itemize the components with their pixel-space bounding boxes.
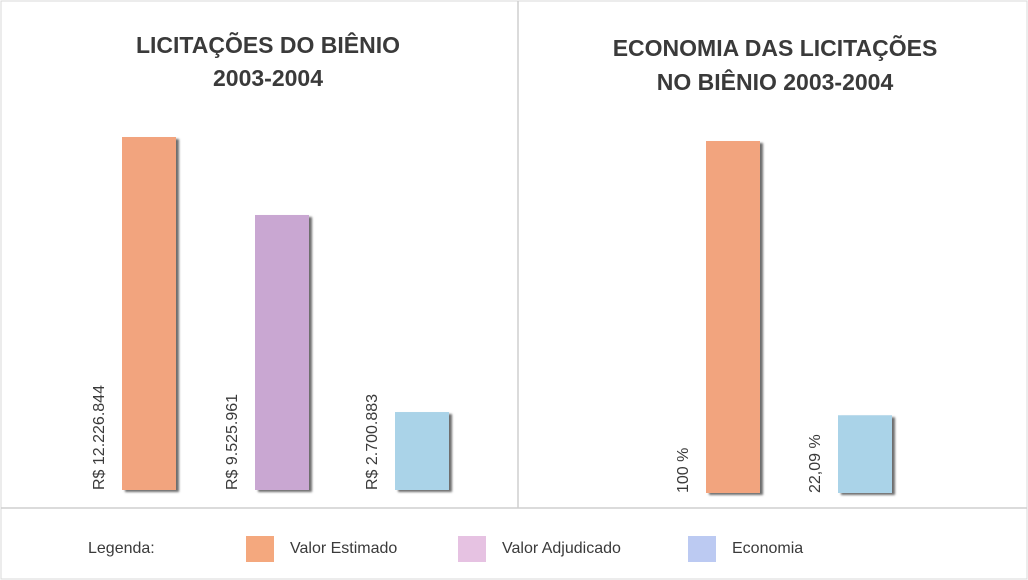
bar	[122, 137, 176, 490]
chart-title: ECONOMIA DAS LICITAÇÕES	[613, 34, 938, 61]
value-label: 22,09 %	[807, 434, 824, 493]
chart-title: NO BIÊNIO 2003-2004	[657, 68, 894, 95]
bar	[255, 214, 309, 490]
value-label: R$ 2.700.883	[364, 394, 381, 490]
legend-swatch	[458, 536, 486, 562]
bar	[838, 415, 892, 493]
chart-title: 2003-2004	[213, 65, 323, 91]
chart-title: LICITAÇÕES DO BIÊNIO	[136, 31, 400, 58]
legend-label: Economia	[732, 540, 803, 557]
bar	[395, 412, 449, 490]
value-label: R$ 9.525.961	[224, 394, 241, 490]
legend-title: Legenda:	[88, 540, 155, 557]
value-label: 100 %	[675, 448, 692, 493]
bar	[706, 141, 760, 493]
legend-label: Valor Adjudicado	[502, 540, 621, 557]
legend-swatch	[688, 536, 716, 562]
legend-label: Valor Estimado	[290, 540, 397, 557]
legend-swatch	[246, 536, 274, 562]
value-label: R$ 12.226.844	[91, 385, 108, 490]
